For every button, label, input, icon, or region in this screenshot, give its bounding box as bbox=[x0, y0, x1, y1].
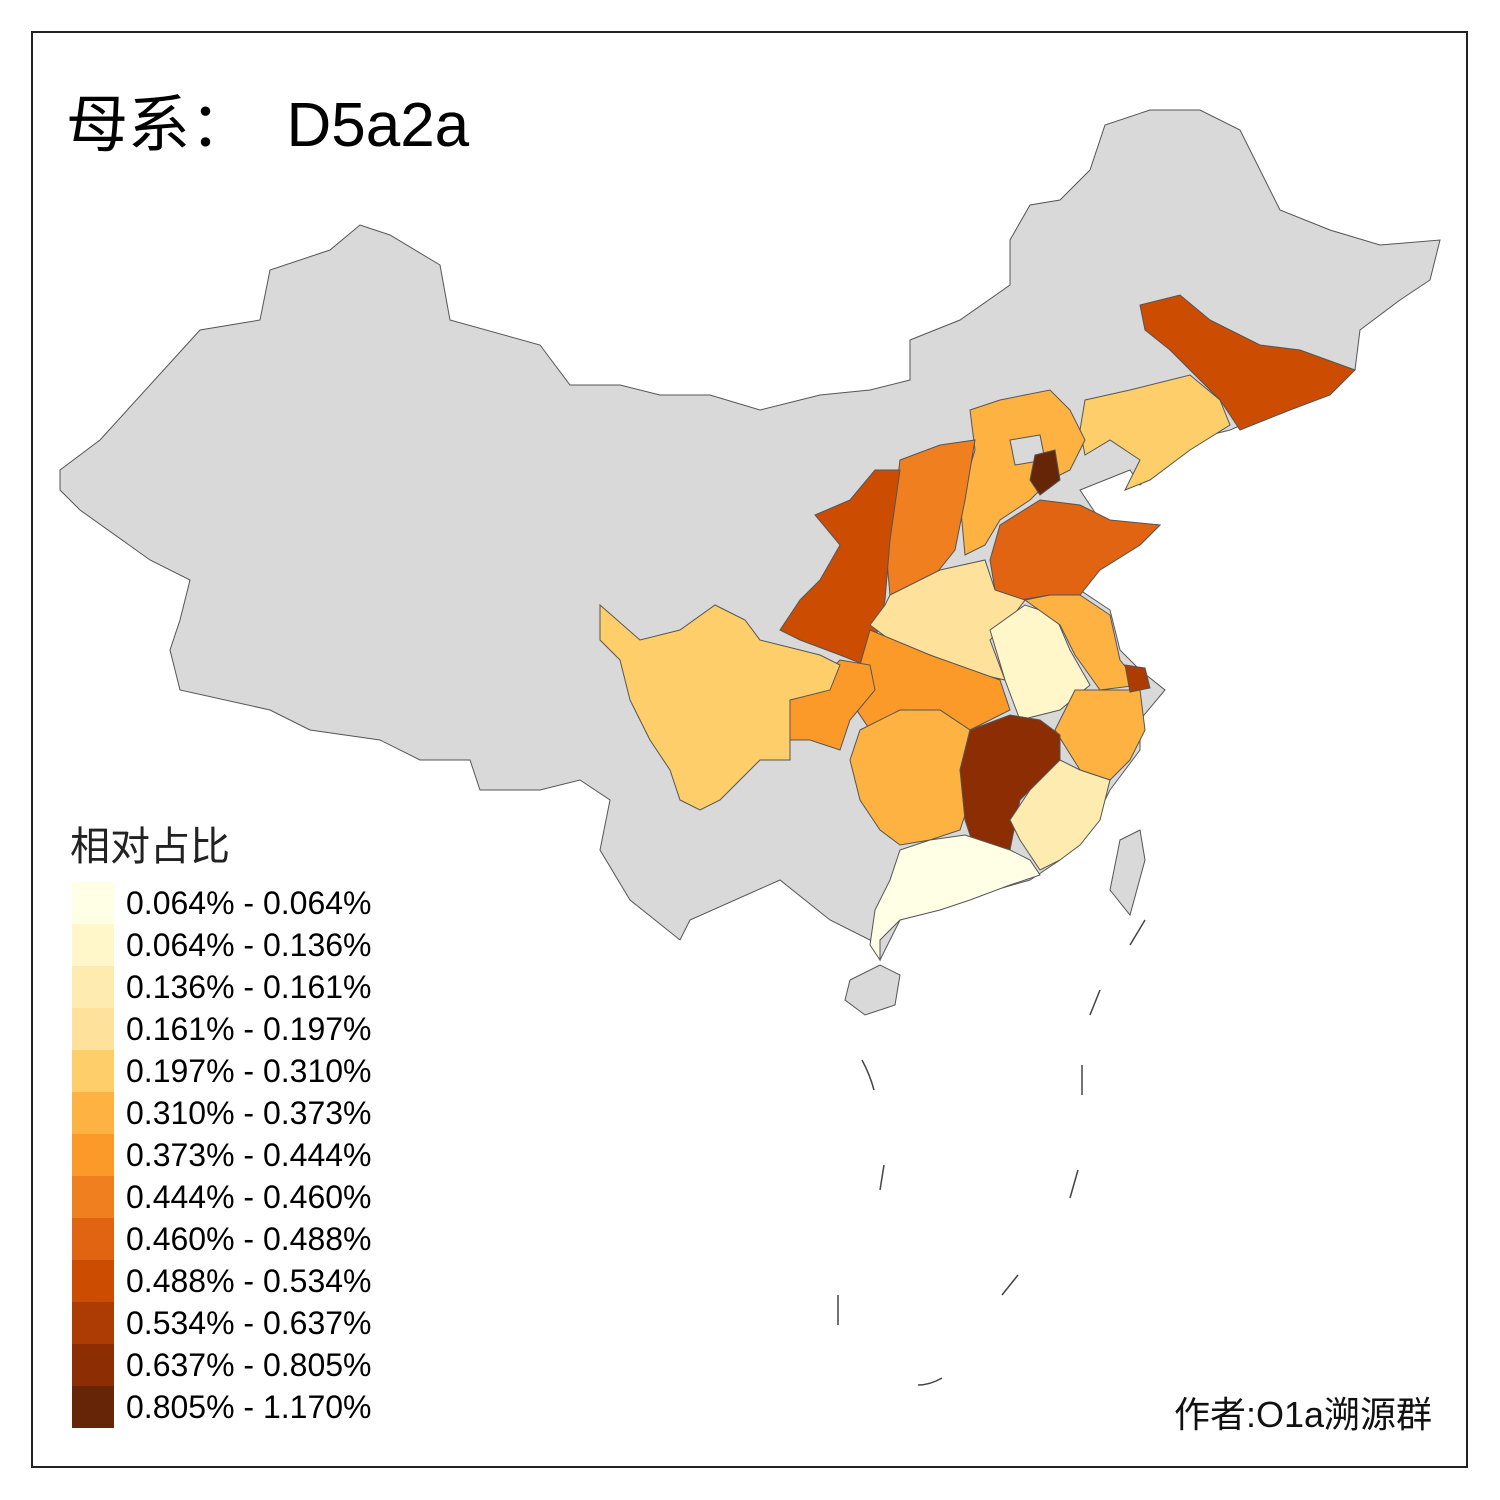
legend-swatch bbox=[72, 882, 114, 924]
legend-label: 0.161% - 0.197% bbox=[126, 1010, 372, 1047]
author-credit: 作者:O1a溯源群 bbox=[1173, 1394, 1432, 1435]
legend-swatch bbox=[72, 1260, 114, 1302]
legend-item: 0.805% - 1.170% bbox=[72, 1386, 372, 1428]
legend-label: 0.373% - 0.444% bbox=[126, 1136, 372, 1173]
legend-label: 0.637% - 0.805% bbox=[126, 1346, 372, 1383]
legend-label: 0.064% - 0.064% bbox=[126, 884, 372, 921]
region-tianjin bbox=[1029, 449, 1061, 496]
legend-item: 0.136% - 0.161% bbox=[72, 966, 372, 1008]
region-sichuan bbox=[599, 603, 841, 811]
legend: 0.064% - 0.064% 0.064% - 0.136% 0.136% - 0… bbox=[72, 882, 372, 1428]
legend-swatch bbox=[72, 924, 114, 966]
legend-label: 0.197% - 0.310% bbox=[126, 1052, 372, 1089]
map-title: 母系： D5a2a bbox=[66, 91, 470, 160]
region-hainan bbox=[844, 964, 901, 1016]
legend-label: 0.064% - 0.136% bbox=[126, 926, 372, 963]
legend-label: 0.534% - 0.637% bbox=[126, 1304, 372, 1341]
region-liaoning bbox=[1079, 374, 1231, 491]
legend-item: 0.460% - 0.488% bbox=[72, 1218, 372, 1260]
region-jilin bbox=[1139, 294, 1356, 431]
country-outline bbox=[59, 109, 1441, 962]
region-shandong bbox=[989, 499, 1162, 601]
legend-label: 0.444% - 0.460% bbox=[126, 1178, 372, 1215]
region-hunan bbox=[849, 709, 971, 846]
legend-item: 0.488% - 0.534% bbox=[72, 1260, 372, 1302]
legend-item: 0.197% - 0.310% bbox=[72, 1050, 372, 1092]
legend-label: 0.488% - 0.534% bbox=[126, 1262, 372, 1299]
legend-swatch bbox=[72, 1008, 114, 1050]
legend-item: 0.534% - 0.637% bbox=[72, 1302, 372, 1344]
region-henan bbox=[869, 559, 1026, 681]
region-taiwan bbox=[1109, 829, 1146, 917]
region-fujian bbox=[1009, 759, 1111, 871]
legend-item: 0.064% - 0.136% bbox=[72, 924, 372, 966]
legend-swatch bbox=[72, 1092, 114, 1134]
legend-item: 0.064% - 0.064% bbox=[72, 882, 372, 924]
legend-swatch bbox=[72, 1344, 114, 1386]
legend-swatch bbox=[72, 1134, 114, 1176]
legend-label: 0.805% - 1.170% bbox=[126, 1388, 372, 1425]
legend-title: 相对占比 bbox=[70, 825, 230, 869]
region-anhui bbox=[989, 604, 1091, 721]
legend-label: 0.310% - 0.373% bbox=[126, 1094, 372, 1131]
legend-item: 0.310% - 0.373% bbox=[72, 1092, 372, 1134]
legend-item: 0.637% - 0.805% bbox=[72, 1344, 372, 1386]
region-shanghai bbox=[1124, 664, 1151, 693]
legend-swatch bbox=[72, 966, 114, 1008]
region-guangdong bbox=[869, 834, 1041, 962]
legend-label: 0.460% - 0.488% bbox=[126, 1220, 372, 1257]
legend-label: 0.136% - 0.161% bbox=[126, 968, 372, 1005]
legend-item: 0.161% - 0.197% bbox=[72, 1008, 372, 1050]
map-frame bbox=[31, 31, 1468, 1468]
legend-item: 0.373% - 0.444% bbox=[72, 1134, 372, 1176]
south-sea-islands bbox=[837, 919, 1146, 1386]
region-zhejiang bbox=[1054, 689, 1146, 781]
legend-swatch bbox=[72, 1176, 114, 1218]
legend-swatch bbox=[72, 1218, 114, 1260]
legend-item: 0.444% - 0.460% bbox=[72, 1176, 372, 1218]
legend-swatch bbox=[72, 1302, 114, 1344]
legend-swatch bbox=[72, 1386, 114, 1428]
legend-swatch bbox=[72, 1050, 114, 1092]
